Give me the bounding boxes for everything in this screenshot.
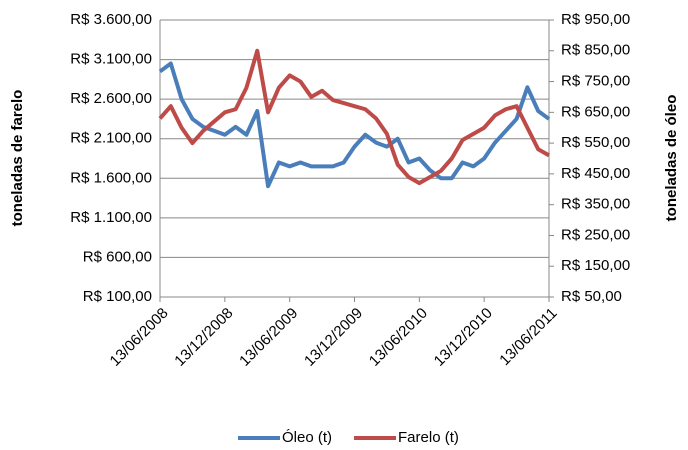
y2-tick-label: R$ 850,00 xyxy=(561,42,630,59)
y2-axis-title: toneladas de óleo xyxy=(663,95,680,222)
y2-tick-label: R$ 950,00 xyxy=(561,11,630,28)
y2-tick-label: R$ 450,00 xyxy=(561,165,630,182)
y-tick-label: R$ 1.600,00 xyxy=(70,169,152,186)
y-tick-label: R$ 1.100,00 xyxy=(70,209,152,226)
y2-tick-label: R$ 150,00 xyxy=(561,257,630,274)
y2-tick-label: R$ 550,00 xyxy=(561,134,630,151)
y-axis-title: toneladas de farelo xyxy=(9,90,26,227)
x-tick-label: 13/12/2010 xyxy=(431,305,496,370)
legend-label: Óleo (t) xyxy=(282,429,332,446)
x-tick-label: 13/06/2008 xyxy=(107,305,172,370)
y-tick-label: R$ 2.600,00 xyxy=(70,90,152,107)
series-line xyxy=(158,48,550,186)
y2-tick-label: R$ 250,00 xyxy=(561,226,630,243)
y2-tick-label: R$ 50,00 xyxy=(561,288,622,305)
y-tick-label: R$ 2.100,00 xyxy=(70,130,152,147)
y-tick-label: R$ 3.100,00 xyxy=(70,51,152,68)
y2-tick-label: R$ 650,00 xyxy=(561,103,630,120)
y-tick-label: R$ 600,00 xyxy=(83,248,152,265)
y2-tick-label: R$ 750,00 xyxy=(561,73,630,90)
x-tick-label: 13/06/2011 xyxy=(496,305,560,369)
x-tick-label: 13/06/2010 xyxy=(366,305,431,370)
y-tick-label: R$ 3.600,00 xyxy=(70,11,152,28)
y-tick-label: R$ 100,00 xyxy=(83,288,152,305)
legend-label: Farelo (t) xyxy=(398,429,459,446)
x-tick-label: 13/06/2009 xyxy=(236,305,301,370)
series-line xyxy=(158,61,551,189)
y2-tick-label: R$ 350,00 xyxy=(561,196,630,213)
x-tick-label: 13/12/2008 xyxy=(171,305,236,370)
x-tick-label: 13/12/2009 xyxy=(301,305,366,370)
